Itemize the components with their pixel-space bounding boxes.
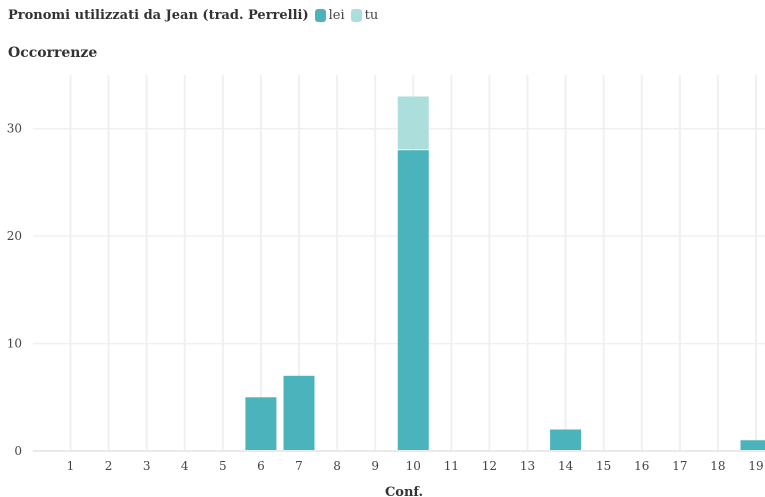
legend-swatch-lei (314, 8, 326, 22)
x-tick-label-9: 9 (371, 459, 379, 473)
y-tick-label-10: 10 (7, 337, 22, 351)
legend-label-lei: lei (328, 7, 345, 23)
x-tick-label-10: 10 (406, 459, 421, 473)
x-tick-label-11: 11 (444, 459, 459, 473)
y-axis-ticks: 0 10 20 30 (7, 122, 22, 458)
legend: Pronomi utilizzati da Jean (trad. Perrel… (8, 4, 384, 26)
x-tick-label-8: 8 (333, 459, 341, 473)
y-tick-label-0: 0 (14, 444, 22, 458)
y-axis-title: Occorrenze (8, 45, 98, 61)
x-tick-label-17: 17 (672, 459, 687, 473)
bar-lei-14[interactable] (550, 429, 582, 450)
x-tick-label-5: 5 (219, 459, 227, 473)
y-tick-label-20: 20 (7, 229, 22, 243)
x-axis-title: Conf. (385, 485, 423, 497)
x-tick-label-18: 18 (710, 459, 725, 473)
chart-title: Pronomi utilizzati da Jean (trad. Perrel… (8, 7, 309, 23)
x-tick-label-2: 2 (105, 459, 113, 473)
bar-lei-7[interactable] (283, 375, 315, 450)
x-tick-label-6: 6 (257, 459, 265, 473)
bar-lei-19[interactable] (740, 440, 765, 450)
y-tick-label-30: 30 (7, 122, 22, 136)
legend-item-lei[interactable]: lei (314, 7, 345, 23)
bar-lei-10[interactable] (397, 150, 429, 450)
bar-tu-10[interactable] (397, 96, 429, 150)
x-tick-label-19: 19 (748, 459, 763, 473)
x-axis-ticks: 1 2 3 4 5 6 7 8 9 10 11 12 13 14 15 16 17 18 19 (67, 459, 764, 473)
x-tick-label-3: 3 (143, 459, 151, 473)
x-tick-label-13: 13 (520, 459, 535, 473)
x-tick-label-12: 12 (482, 459, 497, 473)
legend-swatch-tu (350, 8, 362, 22)
x-tick-label-14: 14 (558, 459, 574, 473)
bars (245, 96, 765, 450)
legend-label-tu: tu (364, 7, 379, 23)
bar-lei-6[interactable] (245, 397, 277, 450)
legend-item-tu[interactable]: tu (350, 7, 379, 23)
x-tick-label-4: 4 (181, 459, 189, 473)
x-tick-label-15: 15 (596, 459, 611, 473)
x-tick-label-7: 7 (295, 459, 303, 473)
x-tick-label-1: 1 (67, 459, 75, 473)
x-tick-label-16: 16 (634, 459, 649, 473)
